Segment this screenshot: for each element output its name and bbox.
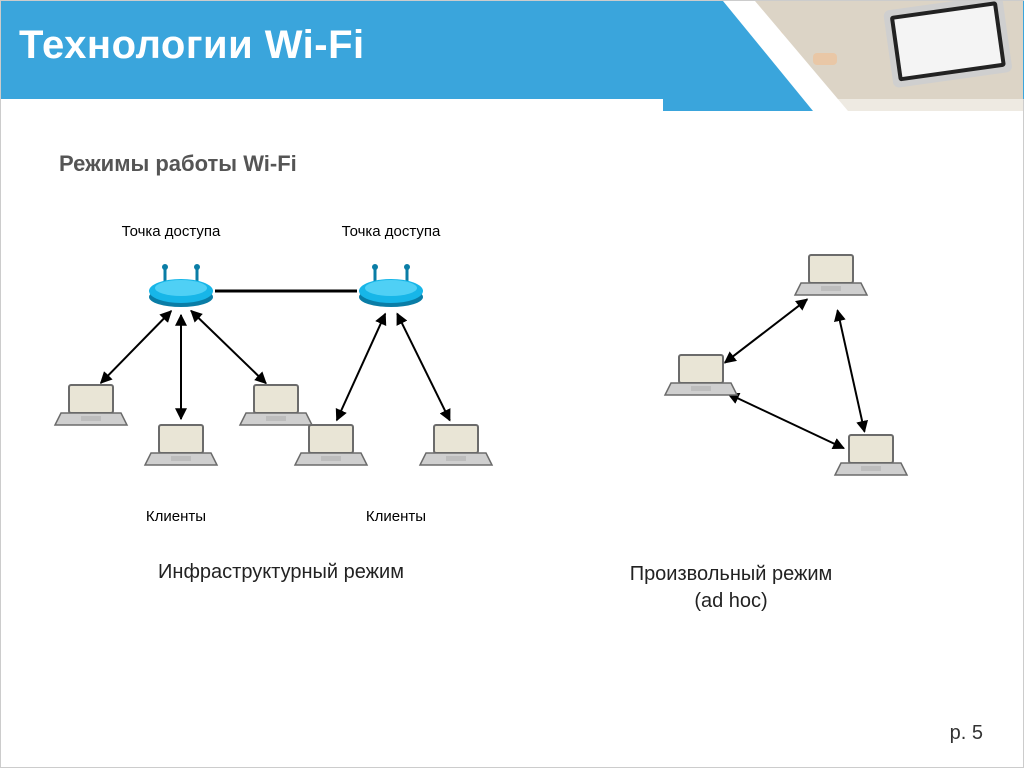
diagram-label: Клиенты (366, 508, 426, 525)
section-subtitle: Режимы работы Wi-Fi (59, 151, 297, 177)
diagram-label: Точка доступа (122, 223, 221, 240)
access-point-icon (359, 264, 423, 307)
wifi-link-arrow (397, 314, 450, 421)
caption-adhoc-line1: Произвольный режим (630, 563, 833, 585)
header-decor (663, 1, 1023, 111)
laptop-icon (145, 425, 217, 465)
laptop-icon (835, 435, 907, 475)
laptop-icon (295, 425, 367, 465)
adhoc-link-arrow (725, 299, 807, 362)
network-diagram: Точка доступа Точка доступа Клиенты Клиенты (1, 201, 1024, 561)
laptop-icon (240, 385, 312, 425)
diagram-label: Точка доступа (342, 223, 441, 240)
wifi-link-arrow (191, 311, 266, 384)
diagram-label: Клиенты (146, 508, 206, 525)
caption-adhoc-line2: (ad hoc) (694, 590, 767, 612)
caption-row: Инфраструктурный режим Произвольный режи… (1, 561, 1024, 641)
adhoc-link-arrow (838, 310, 865, 431)
caption-adhoc: Произвольный режим (ad hoc) (561, 561, 901, 615)
laptop-icon (420, 425, 492, 465)
page-title: Технологии Wi-Fi (19, 23, 365, 68)
caption-infrastructure: Инфраструктурный режим (111, 561, 451, 584)
laptop-icon (795, 255, 867, 295)
page-number: p. 5 (950, 722, 983, 745)
slide: Технологии Wi-Fi Режимы работы Wi-Fi (0, 0, 1024, 768)
adhoc-link-arrow (728, 394, 844, 448)
laptop-icon (55, 385, 127, 425)
access-point-icon (149, 264, 213, 307)
wifi-link-arrow (337, 314, 385, 421)
wifi-link-arrow (101, 311, 171, 383)
